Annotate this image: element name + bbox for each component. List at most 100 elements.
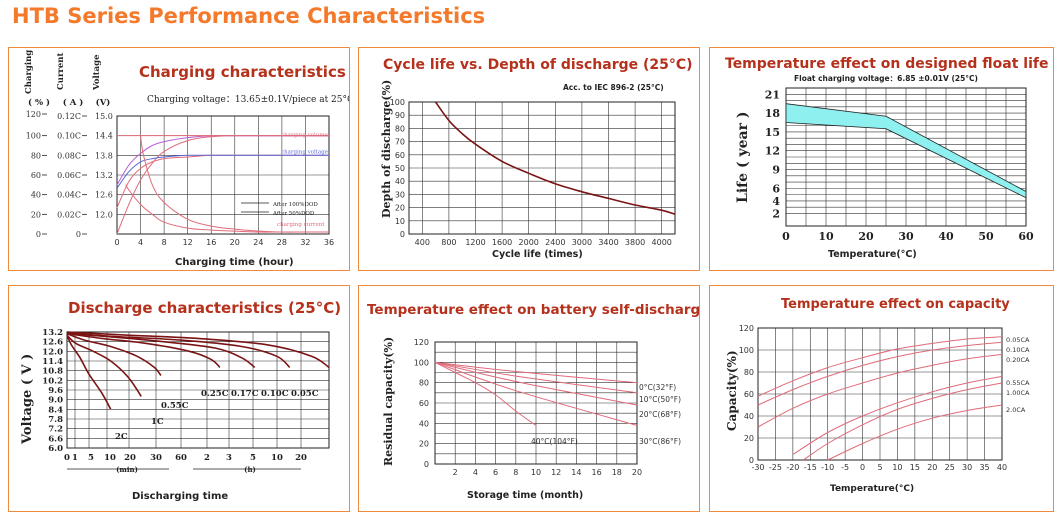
cycle-ytick: 50: [395, 164, 405, 173]
selfdischarge-series-label: 30°C(86°F): [639, 437, 681, 446]
selfdischarge-xlabel: Storage time (month): [467, 490, 583, 501]
selfdischarge-series-line: [434, 361, 537, 426]
float-ytick: 15: [765, 126, 780, 139]
capacity-ytick: 80: [744, 368, 754, 377]
capacity-ytick: 60: [744, 390, 754, 399]
capacity-series-line: [757, 341, 1003, 406]
cycle-xtick: 4000: [652, 238, 672, 247]
discharge-ytick: 8.4: [48, 405, 63, 415]
charging-volume-tick: 80: [31, 151, 41, 160]
float-ytick: 4: [772, 195, 780, 208]
selfdischarge-ytick: 0: [424, 460, 429, 469]
capacity-xtick: 30: [962, 463, 972, 472]
discharge-ylabel: Voltage ( V ): [20, 354, 35, 445]
selfdischarge-series-label: 40°C(104°F): [531, 437, 578, 446]
selfdischarge-xtick: 16: [592, 468, 602, 477]
charging-voltage-tick: 13.8: [95, 151, 113, 160]
cycle-title: Cycle life vs. Depth of discharge (25°C): [383, 57, 693, 73]
discharge-ytick: 7.2: [48, 425, 63, 435]
float-xlabel: Temperature(°C): [828, 249, 917, 260]
charging-xtick: 0: [114, 238, 119, 247]
capacity-xtick: 35: [979, 463, 989, 472]
discharge-ytick: 12.0: [42, 347, 63, 357]
cycle-ytick: 0: [400, 230, 405, 239]
selfdischarge-xtick: 14: [571, 468, 581, 477]
capacity-ytick: 120: [739, 324, 754, 333]
charging-current-label: charging current: [277, 222, 325, 228]
selfdischarge-chart: Temperature effect on battery self-disch…: [367, 302, 699, 501]
cycle-series-line: [434, 101, 676, 215]
discharge-plot-frame: [66, 331, 330, 449]
charging-xtick: 16: [206, 238, 216, 247]
float-xtick: 50: [978, 230, 994, 243]
discharge-chart-panel: Discharge characteristics (25°C) 13.2 12.…: [8, 285, 350, 512]
cycle-ytick: 60: [395, 151, 405, 160]
discharge-series-line: [66, 332, 162, 377]
cycle-xtick: 400: [415, 238, 430, 247]
charging-volume-tick: 100: [26, 132, 41, 141]
discharge-series-label: 0.10C: [261, 389, 289, 399]
selfdischarge-xtick: 2: [453, 468, 458, 477]
selfdischarge-ytick: 100: [414, 358, 429, 367]
selfdischarge-series-line: [434, 361, 638, 384]
discharge-title: Discharge characteristics (25°C): [68, 299, 341, 317]
cycle-xtick: 3400: [598, 238, 618, 247]
discharge-xtick: 5: [88, 453, 94, 463]
float-chart: Temperature effect on designed float lif…: [725, 56, 1048, 260]
cycle-xtick: 1200: [465, 238, 485, 247]
discharge-ytick: 7.8: [48, 415, 63, 425]
discharge-ytick: 6.0: [48, 444, 63, 454]
discharge-ytick: 9.6: [48, 386, 63, 396]
float-ytick: 6: [772, 182, 780, 195]
cycle-ytick: 30: [395, 190, 405, 199]
float-title: Temperature effect on designed float lif…: [725, 56, 1048, 72]
discharge-series-label: 2C: [115, 432, 128, 442]
discharge-series-label: 1C: [151, 417, 164, 427]
float-ytick: 18: [765, 107, 781, 120]
discharge-ytick: 10.8: [42, 367, 63, 377]
cycle-xtick: 2000: [519, 238, 539, 247]
float-xtick: 60: [1018, 230, 1034, 243]
selfdischarge-xtick: 20: [632, 468, 642, 477]
capacity-xtick: 15: [910, 463, 920, 472]
discharge-xtick: 20: [295, 453, 307, 463]
discharge-xtick: 5: [250, 453, 256, 463]
capacity-xtick: -30: [751, 463, 764, 472]
capacity-series-line: [792, 375, 1003, 455]
float-xtick: 40: [938, 230, 954, 243]
charging-voltage-label: charging voltage: [281, 149, 328, 155]
charging-volume-tick: 60: [31, 171, 41, 180]
charging-legend-50: After 50%DOD: [272, 211, 315, 217]
selfdischarge-series-label: 0°C(32°F): [639, 383, 676, 392]
selfdischarge-xtick: 4: [473, 468, 478, 477]
capacity-xtick: 25: [945, 463, 955, 472]
charging-xtick: 32: [300, 238, 310, 247]
charging-current-tick: 0.02C: [57, 210, 81, 219]
capacity-xlabel: Temperature(°C): [830, 484, 914, 494]
float-xtick: 20: [858, 230, 874, 243]
charging-current-tick: 0.04C: [57, 191, 81, 200]
discharge-xtick: 0: [64, 453, 70, 463]
charging-voltage-tick: 12.0: [95, 210, 113, 219]
discharge-xtick: 30: [150, 453, 162, 463]
discharge-series-label: 0.25C: [201, 389, 229, 399]
float-chart-panel: Temperature effect on designed float lif…: [709, 47, 1054, 271]
capacity-xtick: -20: [786, 463, 799, 472]
capacity-chart-panel: Temperature effect on capacity 120 100 80 6…: [709, 285, 1054, 512]
charging-volume-tick: 40: [31, 191, 41, 200]
capacity-series-label: 2.0CA: [1006, 406, 1026, 414]
discharge-ytick: 11.4: [42, 357, 63, 367]
selfdischarge-title: Temperature effect on battery self-disch…: [367, 302, 699, 318]
charging-current-tick: 0.08C: [57, 151, 81, 160]
discharge-xtick: 3: [226, 453, 232, 463]
cycle-ytick: 100: [390, 98, 405, 107]
charging-xtick: 8: [162, 238, 167, 247]
charging-xtick: 20: [230, 238, 240, 247]
cycle-note: Acc. to IEC 896-2 (25°C): [563, 83, 664, 92]
selfdischarge-ytick: 120: [414, 338, 429, 347]
selfdischarge-xtick: 6: [493, 468, 498, 477]
float-ytick: 2: [772, 207, 780, 220]
capacity-xtick: 20: [927, 463, 937, 472]
discharge-ytick: 13.2: [42, 328, 63, 338]
discharge-xtick: 1: [72, 453, 78, 463]
